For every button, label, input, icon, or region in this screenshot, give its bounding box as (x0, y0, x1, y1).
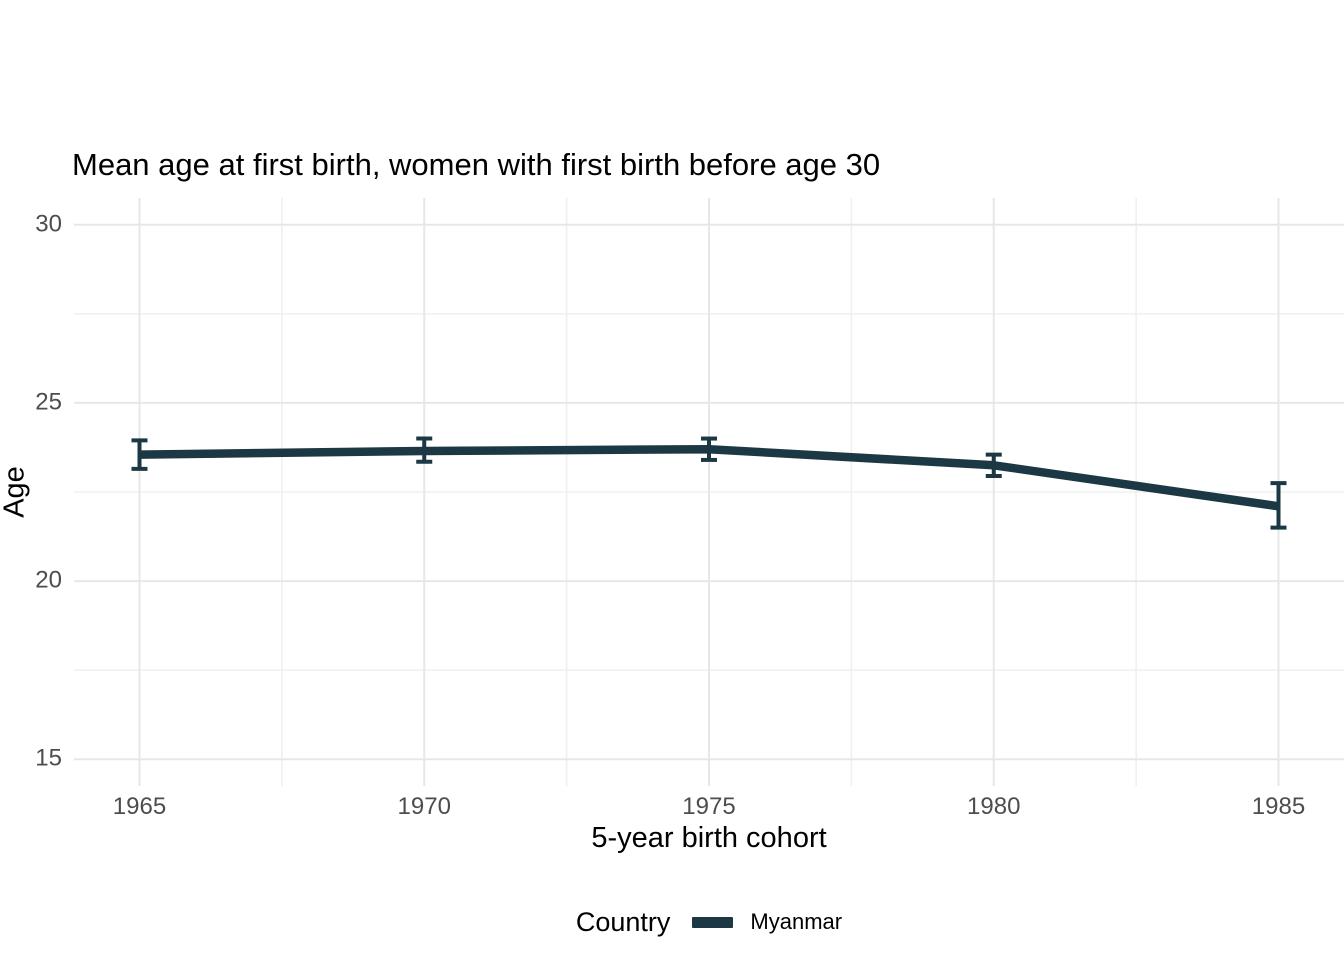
y-axis-tick-labels: 15 20 25 30 (0, 0, 62, 960)
x-tick-label: 1965 (112, 793, 167, 820)
x-axis-tick-labels: 1965 1970 1975 1980 1985 (0, 793, 1344, 823)
x-tick-label: 1985 (1251, 793, 1306, 820)
y-tick-label: 25 (35, 388, 62, 416)
x-tick-label: 1975 (682, 793, 736, 820)
x-tick-label: 1980 (967, 793, 1021, 820)
x-axis-title: 5-year birth cohort (591, 822, 827, 854)
y-tick-label: 20 (35, 566, 62, 594)
y-tick-label: 30 (35, 210, 62, 238)
chart-title: Mean age at first birth, women with firs… (72, 147, 881, 182)
legend-item-label: Myanmar (750, 909, 843, 934)
x-tick-label: 1970 (397, 793, 451, 820)
legend-line-swatch (692, 916, 734, 928)
legend-title: Country (575, 906, 671, 937)
legend: Country Myanmar (74, 905, 1344, 939)
y-tick-label: 15 (35, 744, 62, 772)
y-axis-title: Age (0, 466, 31, 518)
